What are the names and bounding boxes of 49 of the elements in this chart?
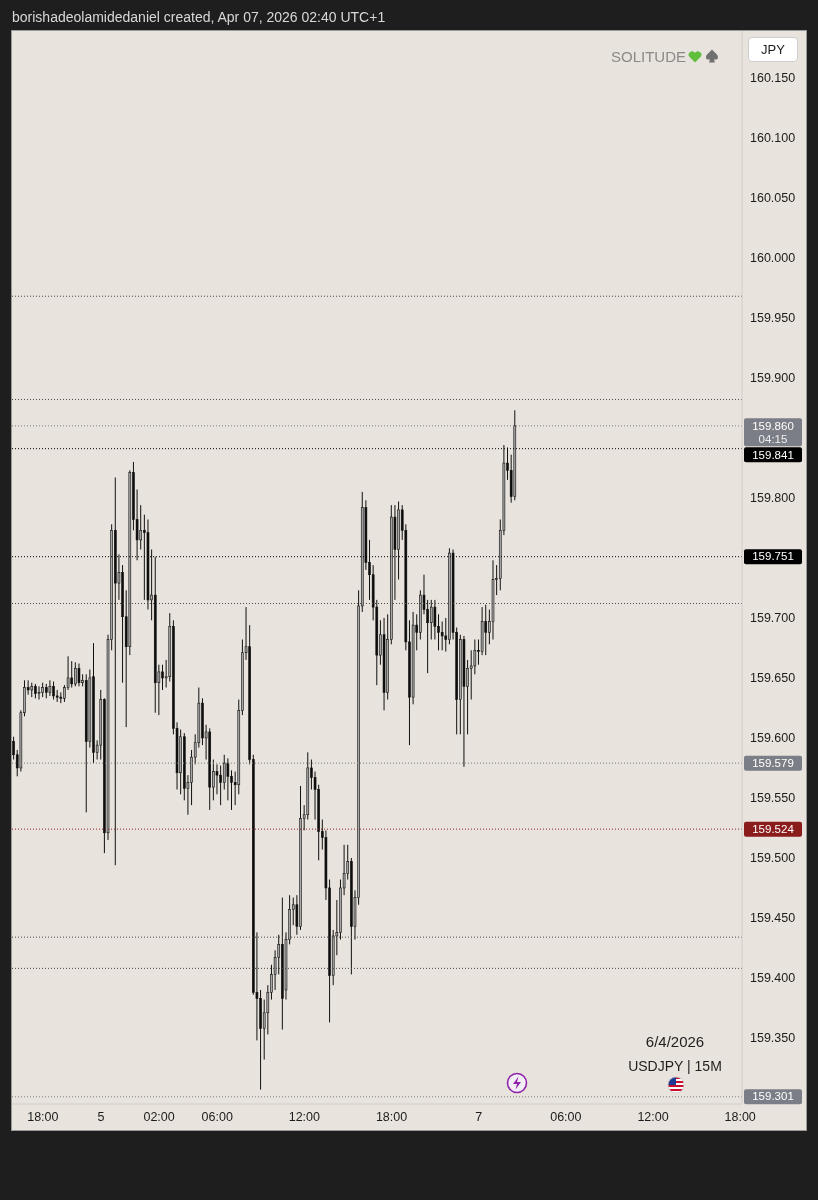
y-tick-label: 159.550 <box>750 791 796 806</box>
candlestick <box>37 685 41 701</box>
candlestick <box>52 681 55 701</box>
y-tick-label: 159.700 <box>750 611 796 626</box>
y-tick-label: 160.000 <box>750 251 796 266</box>
candlestick <box>74 661 77 687</box>
x-tick-label: 12:00 <box>288 1109 321 1124</box>
x-tick-label: 18:00 <box>724 1109 756 1124</box>
x-tick-label: 12:00 <box>637 1109 669 1124</box>
chart-title: borishadeolamidedaniel created, Apr 07, 2026 02:40 UTC+1 <box>12 9 386 25</box>
candlestick <box>440 621 444 651</box>
annotation: USDJPY | 15M <box>628 1058 722 1074</box>
y-tick-label: 159.450 <box>750 911 796 926</box>
y-tick-label: 159.950 <box>750 311 796 326</box>
x-tick-label: 06:00 <box>201 1109 233 1124</box>
ref-line-label: 159.751 <box>752 550 794 563</box>
y-tick-label: 159.350 <box>750 1031 796 1046</box>
y-tick-label: 160.150 <box>750 71 796 86</box>
y-tick-label: 159.650 <box>750 671 796 686</box>
y-tick-label: 160.050 <box>750 191 796 206</box>
x-tick-label: 02:00 <box>143 1109 175 1124</box>
ref-line-label: 159.524 <box>752 822 795 835</box>
candlestick <box>484 604 488 656</box>
x-tick-label: 5 <box>97 1109 105 1124</box>
ref-line-label: 159.841 <box>752 448 794 461</box>
y-tick-label: 159.500 <box>750 851 796 866</box>
y-tick-label: 159.800 <box>750 491 796 506</box>
candlestick <box>139 504 143 550</box>
candlestick <box>48 679 52 697</box>
candlestick <box>77 663 81 687</box>
y-axis-title: JPY <box>748 37 798 62</box>
text: 04:15 <box>758 432 788 445</box>
candlestick <box>161 664 164 691</box>
annotation: SOLITUDE <box>610 48 686 65</box>
y-tick-label: 159.400 <box>750 971 796 986</box>
ref-line-label: 159.860 <box>752 419 794 432</box>
annotation: 6/4/2026 <box>645 1033 705 1050</box>
candlestick <box>219 765 222 806</box>
ref-line-label: 159.579 <box>752 756 794 769</box>
x-tick-label: 18:00 <box>27 1109 59 1124</box>
y-tick-label: 159.600 <box>750 731 796 746</box>
x-tick-label: 06:00 <box>550 1109 582 1124</box>
candlestick <box>429 599 433 641</box>
y-tick-label: 159.900 <box>750 371 796 386</box>
x-tick-label: 18:00 <box>375 1109 408 1124</box>
ref-line-label: 159.301 <box>752 1090 794 1103</box>
x-tick-label: 7 <box>475 1109 483 1124</box>
y-tick-label: 160.100 <box>750 131 796 146</box>
candlestick <box>70 660 74 689</box>
